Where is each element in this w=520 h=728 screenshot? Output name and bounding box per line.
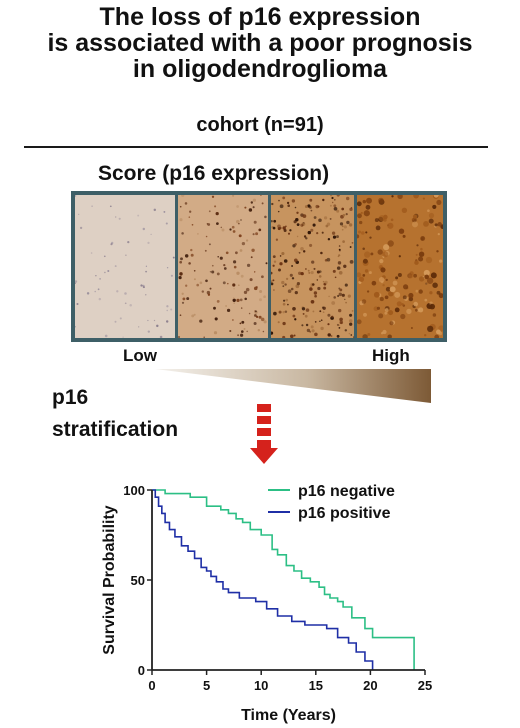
x-tick-label: 25 [418, 678, 432, 693]
x-tick-label: 0 [148, 678, 155, 693]
micrograph-strip [71, 191, 447, 342]
headline-line-2: is associated with a poor prognosis [47, 29, 473, 57]
micrograph-image [75, 195, 175, 338]
x-axis-title: Time (Years) [241, 707, 336, 724]
micrograph-score-2 [271, 195, 354, 338]
y-tick-label: 100 [123, 483, 145, 498]
legend-label: p16 negative [298, 483, 395, 500]
y-axis-title: Survival Probability [101, 505, 118, 654]
headline-line-1: The loss of p16 expression [99, 3, 421, 31]
stratification-label: p16 stratification [52, 382, 178, 446]
stratification-line-2: stratification [52, 418, 179, 441]
divider-rule [24, 146, 488, 148]
x-tick-label: 20 [363, 678, 377, 693]
micrograph-score-0 [75, 195, 175, 338]
stratification-line-1: p16 [52, 386, 89, 409]
x-tick-label: 10 [254, 678, 268, 693]
micrograph-image [271, 195, 354, 338]
y-tick-label: 0 [138, 663, 145, 678]
x-tick-label: 5 [203, 678, 210, 693]
micrograph-score-1 [178, 195, 268, 338]
micrograph-image [357, 195, 443, 338]
scale-low-label: Low [123, 346, 157, 365]
score-title: Score (p16 expression) [98, 162, 330, 185]
x-tick-label: 15 [309, 678, 323, 693]
headline: The loss of p16 expression is associated… [0, 4, 520, 82]
survival-chart: 0 5 10 15 20 25 0 50 100 Time (Years) Survival … [101, 483, 432, 724]
survival-curve-p16-negative [152, 489, 415, 670]
down-arrow-icon [250, 404, 278, 464]
expression-gradient-wedge [155, 369, 431, 403]
micrograph-score-3 [357, 195, 443, 338]
cohort-label: cohort (n=91) [196, 114, 324, 136]
survival-curve-p16-positive [152, 489, 374, 670]
micrograph-image [178, 195, 268, 338]
y-tick-label: 50 [131, 573, 145, 588]
scale-high-label: High [372, 346, 410, 365]
headline-line-3: in oligodendroglioma [132, 55, 388, 83]
legend-label: p16 positive [298, 505, 391, 522]
